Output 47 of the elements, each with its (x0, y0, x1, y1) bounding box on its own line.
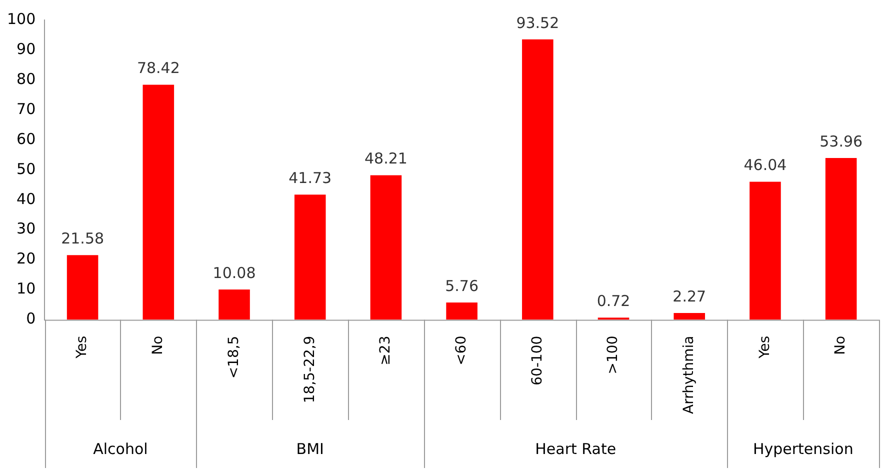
x-tick-label: >100 (605, 336, 622, 374)
x-tick-label: 60-100 (529, 336, 546, 386)
y-tick-label: 50 (16, 160, 36, 178)
text: Heart Rate (535, 440, 616, 458)
bar (142, 84, 174, 320)
data-label: 2.27 (672, 287, 706, 306)
data-label: 46.04 (744, 156, 787, 174)
data-label: 78.42 (136, 59, 180, 78)
text: Hypertension (752, 440, 854, 458)
x-tick-label: <60 (453, 336, 470, 366)
y-tick-label: 90 (16, 40, 36, 58)
x-tick-label: No (150, 336, 166, 355)
bar (294, 194, 326, 320)
bar (446, 302, 478, 320)
x-tick-label: Yes (756, 336, 773, 360)
bar (66, 255, 98, 320)
data-label: 21.58 (61, 229, 104, 248)
y-tick-label: 70 (16, 100, 36, 118)
data-label: 41.73 (288, 169, 332, 188)
data-label: 93.52 (516, 14, 560, 32)
data-label: 10.08 (212, 264, 256, 282)
x-tick-label: No (832, 336, 849, 355)
y-tick-label: 100 (6, 10, 36, 28)
bar (750, 182, 781, 320)
data-label: 53.96 (820, 132, 863, 150)
x-tick-label: <18,5 (226, 336, 242, 379)
y-tick-label: 60 (16, 130, 36, 148)
x-tick-label: 18,5-22,9 (302, 336, 318, 404)
y-tick-label: 30 (16, 220, 36, 238)
text: BMI (296, 440, 324, 458)
bar (825, 158, 857, 320)
data-label: 48.21 (364, 150, 408, 168)
y-tick-label: 40 (16, 190, 36, 208)
x-tick-label: ≥23 (378, 336, 394, 366)
bar (218, 290, 250, 320)
x-tick-label: Yes (74, 336, 90, 360)
y-tick-label: 80 (16, 70, 36, 88)
x-tick-label: Arrhythmia (681, 336, 698, 414)
text: Alcohol (93, 440, 148, 458)
y-tick-label: 20 (16, 250, 36, 268)
data-label: 0.72 (596, 292, 630, 310)
bar (370, 175, 402, 320)
data-label: 5.76 (445, 276, 479, 295)
y-tick-label: 0 (26, 310, 36, 328)
bar (522, 39, 554, 320)
y-tick-label: 10 (16, 280, 36, 298)
bar (674, 312, 706, 320)
